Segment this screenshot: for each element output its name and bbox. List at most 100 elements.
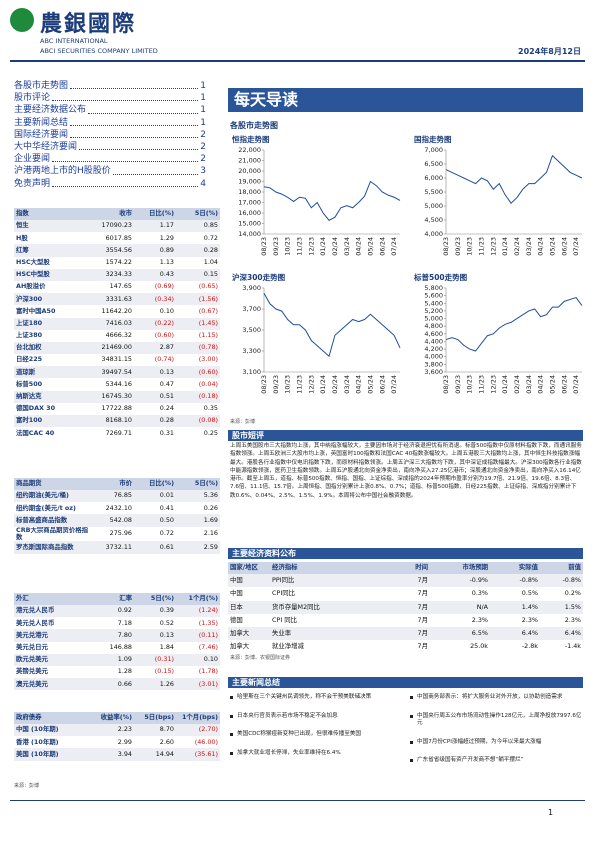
toc-page: 1: [200, 105, 206, 116]
section-bar: 股市短评: [228, 430, 583, 441]
table-cell: 0.85: [176, 220, 220, 233]
table-cell: 6017.85: [105, 233, 132, 242]
x-tick-label: 04/24: [537, 237, 545, 256]
table-cell: (0.18): [176, 390, 220, 403]
table-cell: (1.35): [198, 618, 218, 627]
x-tick-label: 04/24: [355, 237, 363, 256]
source: 来源：彭博: [230, 419, 256, 425]
table-cell: 1.29: [159, 233, 174, 242]
toc-title: 各股市走势图: [14, 81, 69, 91]
table-cell: 21469.00: [90, 341, 134, 355]
table-cell: 542.08: [90, 514, 134, 527]
chart: 3,6003,8004,0004,2004,4004,6004,8005,000…: [424, 284, 583, 394]
table-row: 日经225 34831.15 (0.74) (3.00): [14, 354, 220, 366]
table-cell: PPI同比: [270, 574, 375, 588]
bullet: [410, 759, 413, 762]
table-cell: 2.16: [203, 529, 218, 538]
table-cell: (0.69): [154, 282, 174, 291]
table-row: 台北加权 21469.00 2.87 (0.78): [14, 341, 220, 355]
y-tick-label: 14,000: [238, 230, 261, 238]
toc-page: 4: [200, 178, 206, 189]
y-tick-label: 5,600: [424, 292, 443, 300]
y-tick-label: 3,800: [424, 360, 443, 368]
data-table: 商品期货 市价 日比(%) 5日(%) 纽约期油(美元/桶) 76.85 0.01 5.36 纽…: [14, 478, 220, 554]
table-cell: (3.00): [198, 355, 218, 364]
table-cell: 0.61: [134, 541, 176, 554]
table-cell: 台北加权: [14, 341, 90, 355]
table-cell: 纳斯达克: [14, 390, 90, 403]
table-row: 香港 (10年期) 2.99 2.60 (46.00): [14, 736, 220, 748]
header-row: 政府债券 收益率(%) 5日(bps) 1个月(bps): [14, 712, 220, 724]
table-row: 中国 CPI同比 7月 0.3% 0.5% 0.2%: [228, 587, 583, 600]
x-tick-label: 12/23: [307, 237, 315, 256]
table-row: CRB大宗商品期货价格指数 275.96 0.72 2.16: [14, 527, 220, 542]
table-cell: 0.50: [134, 514, 176, 527]
table-row: 纽约期金(美元/t oz) 2432.10 0.41 0.26: [14, 502, 220, 514]
header-cell: 1个月(bps): [176, 712, 220, 724]
chart-title: 国指走势图: [414, 135, 452, 144]
y-tick-label: 5,500: [424, 188, 443, 196]
table-cell: AH股溢价: [16, 282, 46, 291]
x-tick-label: 11/23: [477, 375, 485, 394]
toc-page: 3: [200, 166, 206, 177]
table-cell: N/A: [430, 600, 490, 614]
table-cell: 4666.32: [105, 331, 132, 340]
table-cell: (1.15): [198, 331, 218, 340]
table-cell: 3732.11: [90, 541, 134, 554]
y-tick-label: 4,000: [424, 353, 443, 361]
header-cell: 5日(%): [176, 478, 220, 490]
toc-title: 股市评论: [14, 93, 51, 104]
table-row: 德国DAX 30 17722.88 0.24 0.35: [14, 403, 220, 415]
chart: 3,100 3,300 3,500 3,700 3,900 08/23 09/23 10/23…: [242, 284, 401, 394]
header-cell: 市场预期: [430, 562, 490, 574]
x-tick-label: 08/23: [260, 237, 268, 256]
table-cell: 0.26: [203, 503, 218, 512]
table-cell: -0.8%: [490, 574, 540, 588]
table-cell: (0.34): [134, 293, 176, 306]
x-tick-label: 09/23: [272, 375, 280, 394]
table-cell: 0.89: [134, 244, 176, 257]
header-cell: 5日(%): [176, 208, 220, 220]
table-cell: -1.4k: [564, 642, 581, 651]
toc-leader: [79, 141, 199, 151]
x-tick-label: 03/24: [525, 375, 533, 394]
table-cell: 7月: [375, 627, 430, 641]
x-tick-label: 02/24: [331, 237, 339, 256]
y-tick-label: 5,000: [424, 315, 443, 323]
table-cell: 76.85: [90, 490, 134, 503]
table-row: 德国 CPI 同比 7月 2.3% 2.3% 2.3%: [228, 614, 583, 627]
table-cell: 富时100: [14, 415, 90, 428]
table-cell: 34831.15: [101, 355, 133, 364]
data-table: 外汇 汇率 5日(%) 1个月(%) 港元兑人民币 0.92 0.39 (1.24) 美元兑人民…: [14, 593, 220, 691]
table-cell: 3554.56: [90, 244, 134, 257]
table-row: 法国CAC 40 7269.71 0.31 0.25: [14, 427, 220, 439]
table-cell: 7416.03: [90, 317, 134, 330]
table-cell: HSC大型股: [16, 257, 50, 266]
table-cell: 2.3%: [471, 615, 488, 624]
table-cell: 6.4%: [540, 627, 583, 641]
x-tick-label: 09/23: [454, 375, 462, 394]
table-cell: 1.04: [203, 257, 218, 266]
table-cell: 16745.30: [90, 390, 134, 403]
table-cell: 标普高盛商品指数: [14, 514, 90, 527]
x-tick-label: 10/23: [466, 375, 474, 394]
table-cell: 加拿大: [228, 627, 270, 641]
table-cell: 146.88: [109, 642, 132, 651]
table-cell: 2432.10: [105, 503, 132, 512]
x-tick-label: 12/23: [489, 237, 497, 256]
table-cell: 纽约期金(美元/t oz): [16, 503, 76, 512]
table-cell: 香港 (10年期): [16, 737, 59, 746]
toc-title: 主要新闻总结: [14, 117, 69, 128]
table-cell: 7月: [417, 615, 428, 624]
table-cell: 7269.71: [105, 428, 132, 437]
toc-leader: [112, 165, 199, 175]
toc-leader: [70, 80, 199, 90]
header-cell: 指数: [14, 208, 90, 220]
table-cell: (3.01): [176, 678, 220, 691]
table-cell: 2.99: [117, 737, 132, 746]
table-cell: 加拿大: [230, 642, 250, 651]
y-tick-label: 4,600: [424, 330, 443, 338]
x-tick-label: 05/24: [548, 375, 556, 394]
economic-table: 国家/地区 经济指标 时间 市场预期 实际值 前值 中国 PPI同比 7月 -0.9% -0.8% -…: [228, 562, 583, 654]
y-tick-label: 22,000: [238, 146, 261, 154]
